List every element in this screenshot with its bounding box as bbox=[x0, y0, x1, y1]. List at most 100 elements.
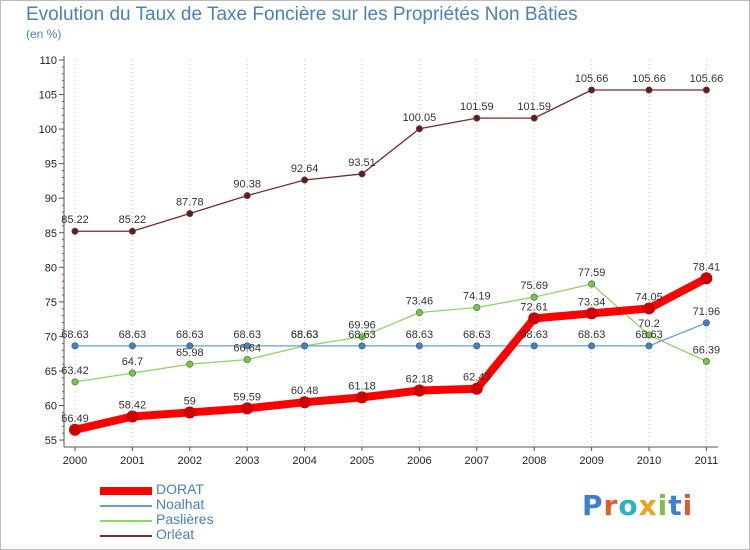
data-point bbox=[702, 319, 710, 327]
data-point bbox=[243, 356, 251, 364]
data-point bbox=[702, 86, 710, 94]
data-label: 77.59 bbox=[578, 267, 606, 279]
data-label: 105.66 bbox=[690, 73, 724, 85]
data-point bbox=[71, 227, 79, 235]
data-point bbox=[643, 302, 655, 315]
data-label: 68.63 bbox=[635, 329, 663, 341]
data-label: 59 bbox=[184, 395, 196, 407]
series-dorat bbox=[69, 272, 713, 436]
data-label: 87.78 bbox=[176, 197, 204, 209]
data-label: 105.66 bbox=[632, 73, 666, 85]
data-point bbox=[298, 396, 311, 409]
data-point bbox=[585, 307, 598, 320]
logo-letter: o bbox=[618, 489, 639, 522]
data-point bbox=[128, 369, 136, 377]
data-point bbox=[243, 192, 251, 200]
data-label: 73.46 bbox=[406, 296, 434, 308]
data-label: 78.41 bbox=[693, 261, 721, 273]
data-label: 68.63 bbox=[291, 329, 319, 341]
legend-swatch bbox=[100, 505, 152, 507]
data-point bbox=[358, 342, 366, 350]
data-label: 65.98 bbox=[176, 347, 204, 359]
data-label: 58.42 bbox=[119, 399, 147, 411]
data-label: 71.96 bbox=[693, 306, 721, 318]
data-label: 100.05 bbox=[403, 112, 437, 124]
data-label: 62.18 bbox=[406, 373, 434, 385]
data-point bbox=[243, 342, 251, 350]
legend-item-orléat: Orléat bbox=[100, 526, 360, 542]
x-tick-label: 2007 bbox=[465, 455, 489, 467]
data-point bbox=[530, 342, 538, 350]
y-tick-label: 95 bbox=[45, 159, 57, 171]
y-tick-label: 60 bbox=[45, 401, 57, 413]
data-point bbox=[186, 210, 194, 218]
data-point bbox=[71, 378, 79, 386]
logo-letter: t bbox=[668, 489, 683, 522]
legend-item-noalhat: Noalhat bbox=[100, 496, 360, 512]
legend-swatch bbox=[100, 535, 152, 537]
data-point bbox=[473, 303, 481, 311]
axes: 55 60 65 70 75 80 85 90 95 100 105 110 2000 2001 2002 2… bbox=[39, 55, 719, 467]
legend-label: Paslières bbox=[156, 511, 214, 527]
data-point bbox=[356, 391, 368, 404]
data-label: 68.63 bbox=[463, 329, 491, 341]
data-label: 61.18 bbox=[348, 380, 376, 392]
data-point bbox=[186, 360, 194, 368]
series-orléat bbox=[71, 86, 710, 235]
grid-lines bbox=[74, 60, 707, 447]
data-point bbox=[588, 342, 596, 350]
data-point bbox=[301, 342, 309, 350]
y-tick-label: 105 bbox=[39, 90, 57, 102]
data-point bbox=[473, 114, 481, 122]
logo-letter: x bbox=[638, 489, 658, 522]
data-label: 69.96 bbox=[348, 320, 376, 332]
series-line-paslières bbox=[74, 283, 708, 383]
x-tick-label: 2010 bbox=[637, 455, 661, 467]
logo-letter: P bbox=[582, 489, 604, 522]
legend-swatch bbox=[100, 487, 152, 495]
x-tick-label: 2009 bbox=[579, 455, 603, 467]
data-label: 92.64 bbox=[291, 163, 319, 175]
legend-label: Noalhat bbox=[156, 496, 205, 512]
y-tick-label: 85 bbox=[45, 228, 57, 240]
series-line-dorat bbox=[71, 274, 711, 434]
data-point bbox=[358, 333, 366, 341]
data-point bbox=[645, 86, 653, 94]
data-point bbox=[128, 342, 136, 350]
data-point bbox=[700, 272, 713, 285]
data-label: 74.05 bbox=[635, 291, 663, 303]
data-label: 66.39 bbox=[693, 344, 721, 356]
data-point bbox=[415, 342, 423, 350]
logo-letter: i bbox=[682, 489, 694, 522]
data-label: 90.38 bbox=[233, 179, 261, 191]
data-label: 68.63 bbox=[520, 329, 548, 341]
data-point bbox=[413, 384, 426, 397]
x-tick-label: 2008 bbox=[522, 455, 546, 467]
data-point bbox=[528, 312, 541, 325]
series-line-orléat bbox=[74, 89, 708, 232]
data-label: 101.59 bbox=[460, 101, 494, 113]
data-point bbox=[183, 406, 196, 419]
data-labels: 56.49 58.42 59 59.59 60.48 61.18 62.18 62.43 72.… bbox=[61, 73, 723, 425]
legend-item-paslières: Paslières bbox=[100, 511, 360, 527]
legend-swatch bbox=[100, 520, 152, 522]
data-label: 64.7 bbox=[122, 356, 143, 368]
data-point bbox=[415, 309, 423, 317]
data-point bbox=[358, 170, 366, 178]
data-point bbox=[588, 86, 596, 94]
data-label: 59.59 bbox=[233, 391, 261, 403]
data-label: 66.64 bbox=[233, 343, 261, 355]
y-tick-label: 75 bbox=[45, 297, 57, 309]
data-label: 73.34 bbox=[578, 296, 606, 308]
data-label: 74.19 bbox=[463, 290, 491, 302]
data-point bbox=[702, 357, 710, 365]
data-label: 68.63 bbox=[233, 329, 261, 341]
data-label: 68.63 bbox=[406, 329, 434, 341]
data-point bbox=[186, 342, 194, 350]
data-point bbox=[301, 176, 309, 184]
data-point bbox=[530, 114, 538, 122]
x-tick-label: 2006 bbox=[407, 455, 431, 467]
series-paslières bbox=[71, 280, 710, 386]
